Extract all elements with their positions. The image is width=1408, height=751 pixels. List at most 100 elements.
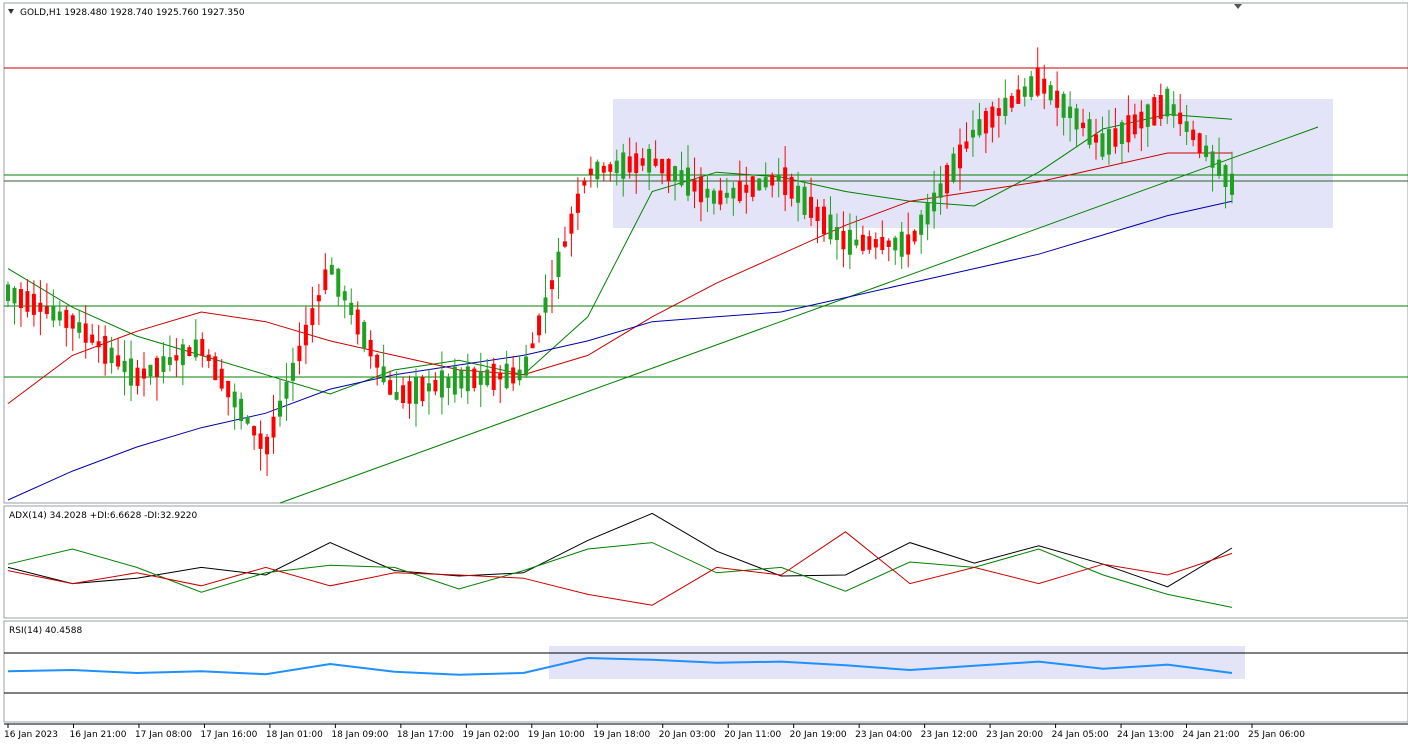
candle-body[interactable]	[1171, 104, 1176, 117]
candle-body[interactable]	[1016, 89, 1021, 104]
candle-body[interactable]	[828, 214, 833, 240]
candle-body[interactable]	[1132, 114, 1137, 135]
candle-body[interactable]	[1094, 134, 1098, 143]
candle-body[interactable]	[336, 268, 341, 297]
candle-body[interactable]	[44, 306, 49, 315]
candle-body[interactable]	[860, 234, 865, 251]
candle-body[interactable]	[407, 381, 412, 404]
candle-body[interactable]	[750, 176, 755, 197]
candle-body[interactable]	[912, 230, 917, 242]
candle-body[interactable]	[692, 179, 697, 192]
candle-body[interactable]	[1210, 151, 1215, 168]
candle-body[interactable]	[154, 357, 159, 377]
candle-body[interactable]	[938, 183, 943, 198]
candle-body[interactable]	[1061, 93, 1066, 118]
candle-body[interactable]	[970, 129, 975, 138]
candle-body[interactable]	[303, 324, 308, 346]
candle-body[interactable]	[278, 400, 282, 417]
candle-body[interactable]	[316, 295, 321, 302]
candle-body[interactable]	[362, 321, 367, 349]
candle-body[interactable]	[705, 188, 710, 198]
candle-body[interactable]	[420, 376, 425, 402]
candle-body[interactable]	[271, 416, 276, 438]
candle-body[interactable]	[627, 156, 632, 173]
candle-body[interactable]	[1048, 85, 1053, 101]
candle-body[interactable]	[349, 302, 354, 316]
candle-body[interactable]	[990, 106, 995, 128]
candle-body[interactable]	[323, 269, 328, 291]
candle-body[interactable]	[783, 167, 788, 196]
candle-body[interactable]	[1145, 104, 1150, 127]
candle-body[interactable]	[239, 398, 244, 421]
candle-body[interactable]	[161, 356, 166, 373]
candle-body[interactable]	[666, 158, 671, 182]
candle-body[interactable]	[886, 240, 891, 248]
candle-body[interactable]	[1178, 112, 1183, 125]
candle-body[interactable]	[698, 176, 703, 203]
candle-body[interactable]	[375, 354, 380, 368]
candle-body[interactable]	[18, 289, 23, 309]
candle-body[interactable]	[51, 305, 56, 321]
candle-body[interactable]	[880, 237, 885, 251]
candle-body[interactable]	[543, 297, 548, 313]
candle-body[interactable]	[284, 381, 289, 399]
candle-body[interactable]	[1068, 106, 1073, 119]
candle-body[interactable]	[187, 347, 192, 357]
candle-body[interactable]	[414, 377, 418, 404]
candle-body[interactable]	[737, 180, 742, 201]
candle-body[interactable]	[718, 190, 723, 205]
candle-body[interactable]	[245, 416, 250, 424]
candle-body[interactable]	[1126, 115, 1131, 143]
candle-body[interactable]	[867, 236, 872, 250]
candle-body[interactable]	[776, 175, 781, 181]
candle-body[interactable]	[103, 335, 108, 364]
candle-body[interactable]	[647, 148, 652, 173]
candle-body[interactable]	[550, 280, 554, 290]
candle-body[interactable]	[1029, 76, 1034, 97]
candle-body[interactable]	[1035, 67, 1040, 96]
candle-body[interactable]	[401, 385, 406, 404]
candle-body[interactable]	[167, 357, 172, 365]
candle-body[interactable]	[290, 362, 295, 381]
candle-body[interactable]	[206, 354, 211, 362]
candle-body[interactable]	[96, 341, 101, 348]
candle-body[interactable]	[906, 234, 911, 255]
candle-body[interactable]	[1074, 108, 1079, 130]
candle-body[interactable]	[1042, 78, 1047, 94]
candle-body[interactable]	[446, 376, 451, 389]
candle-body[interactable]	[1081, 122, 1086, 129]
candle-body[interactable]	[498, 373, 503, 380]
candle-body[interactable]	[310, 308, 315, 326]
candle-body[interactable]	[465, 366, 470, 392]
candle-body[interactable]	[964, 141, 969, 149]
candle-body[interactable]	[524, 356, 529, 376]
candle-body[interactable]	[802, 186, 807, 215]
candle-body[interactable]	[1197, 133, 1202, 153]
candle-body[interactable]	[815, 206, 820, 221]
candle-body[interactable]	[57, 311, 62, 321]
candle-body[interactable]	[1217, 159, 1222, 176]
candle-body[interactable]	[329, 264, 334, 275]
candle-body[interactable]	[219, 368, 224, 389]
candle-body[interactable]	[135, 367, 140, 386]
candle-body[interactable]	[297, 345, 302, 362]
candle-body[interactable]	[491, 363, 496, 391]
candle-body[interactable]	[634, 153, 639, 174]
adx-line[interactable]	[7, 512, 1233, 588]
candle-body[interactable]	[562, 241, 567, 247]
candle-body[interactable]	[899, 231, 904, 257]
candle-body[interactable]	[724, 192, 729, 198]
candle-body[interactable]	[180, 344, 185, 366]
candle-body[interactable]	[932, 192, 937, 212]
candle-body[interactable]	[640, 158, 645, 166]
candle-body[interactable]	[355, 309, 360, 335]
candle-body[interactable]	[731, 187, 736, 199]
candle-body[interactable]	[1204, 145, 1209, 158]
candle-body[interactable]	[452, 366, 457, 395]
candle-body[interactable]	[1223, 165, 1228, 188]
candle-body[interactable]	[70, 315, 75, 329]
candle-body[interactable]	[530, 343, 535, 349]
candle-body[interactable]	[459, 370, 464, 389]
candle-body[interactable]	[1113, 128, 1118, 147]
